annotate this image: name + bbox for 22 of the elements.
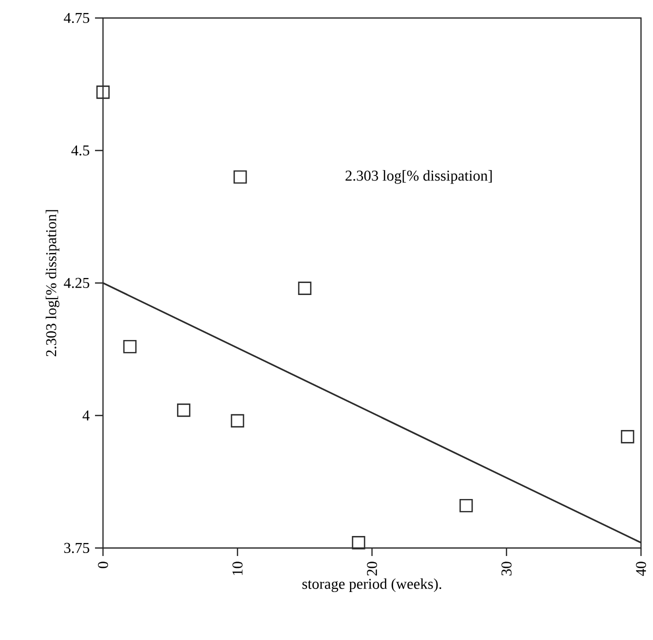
- point: [234, 170, 247, 184]
- x-tick-label: 20: [366, 562, 378, 576]
- x-tick-label: 0: [98, 562, 108, 568]
- point: [96, 86, 110, 99]
- y-tick-label: 4.25: [64, 278, 90, 288]
- point: [177, 404, 190, 417]
- x-tick-label: 30: [501, 562, 512, 576]
- y-tick-label: 4.5: [71, 145, 90, 156]
- x-axis-title: storage period (weeks).: [302, 578, 442, 592]
- y-tick-label: 4: [82, 410, 90, 420]
- point: [230, 414, 244, 428]
- y-tick-label: 3.75: [64, 542, 90, 554]
- point: [460, 498, 473, 512]
- point: [298, 282, 312, 295]
- point: [352, 536, 366, 550]
- x-tick-label: 10: [232, 562, 243, 575]
- x-tick-label: 40: [636, 562, 646, 576]
- point: [123, 340, 137, 354]
- point: [620, 430, 634, 444]
- y-tick-label: 4.75: [64, 12, 90, 24]
- annotation: 2.303 log[% dissipation]: [346, 170, 492, 184]
- y-axis-title: 2.303 log[% dissipation]: [46, 210, 60, 356]
